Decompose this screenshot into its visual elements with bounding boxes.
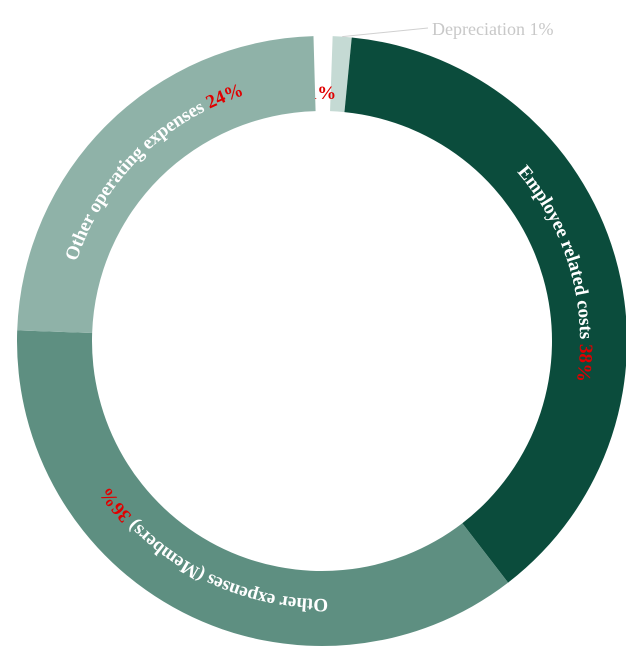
slice-label: Depreciation 1% xyxy=(432,19,553,39)
donut-segment xyxy=(330,36,352,113)
donut-segment xyxy=(17,36,316,333)
slice-name: Depreciation xyxy=(432,19,525,39)
donut-segment xyxy=(344,37,626,583)
slice-value: 38% xyxy=(572,344,596,384)
slice-value: 1% xyxy=(529,19,553,39)
donut-segment xyxy=(16,330,509,646)
leader-line xyxy=(342,27,429,38)
